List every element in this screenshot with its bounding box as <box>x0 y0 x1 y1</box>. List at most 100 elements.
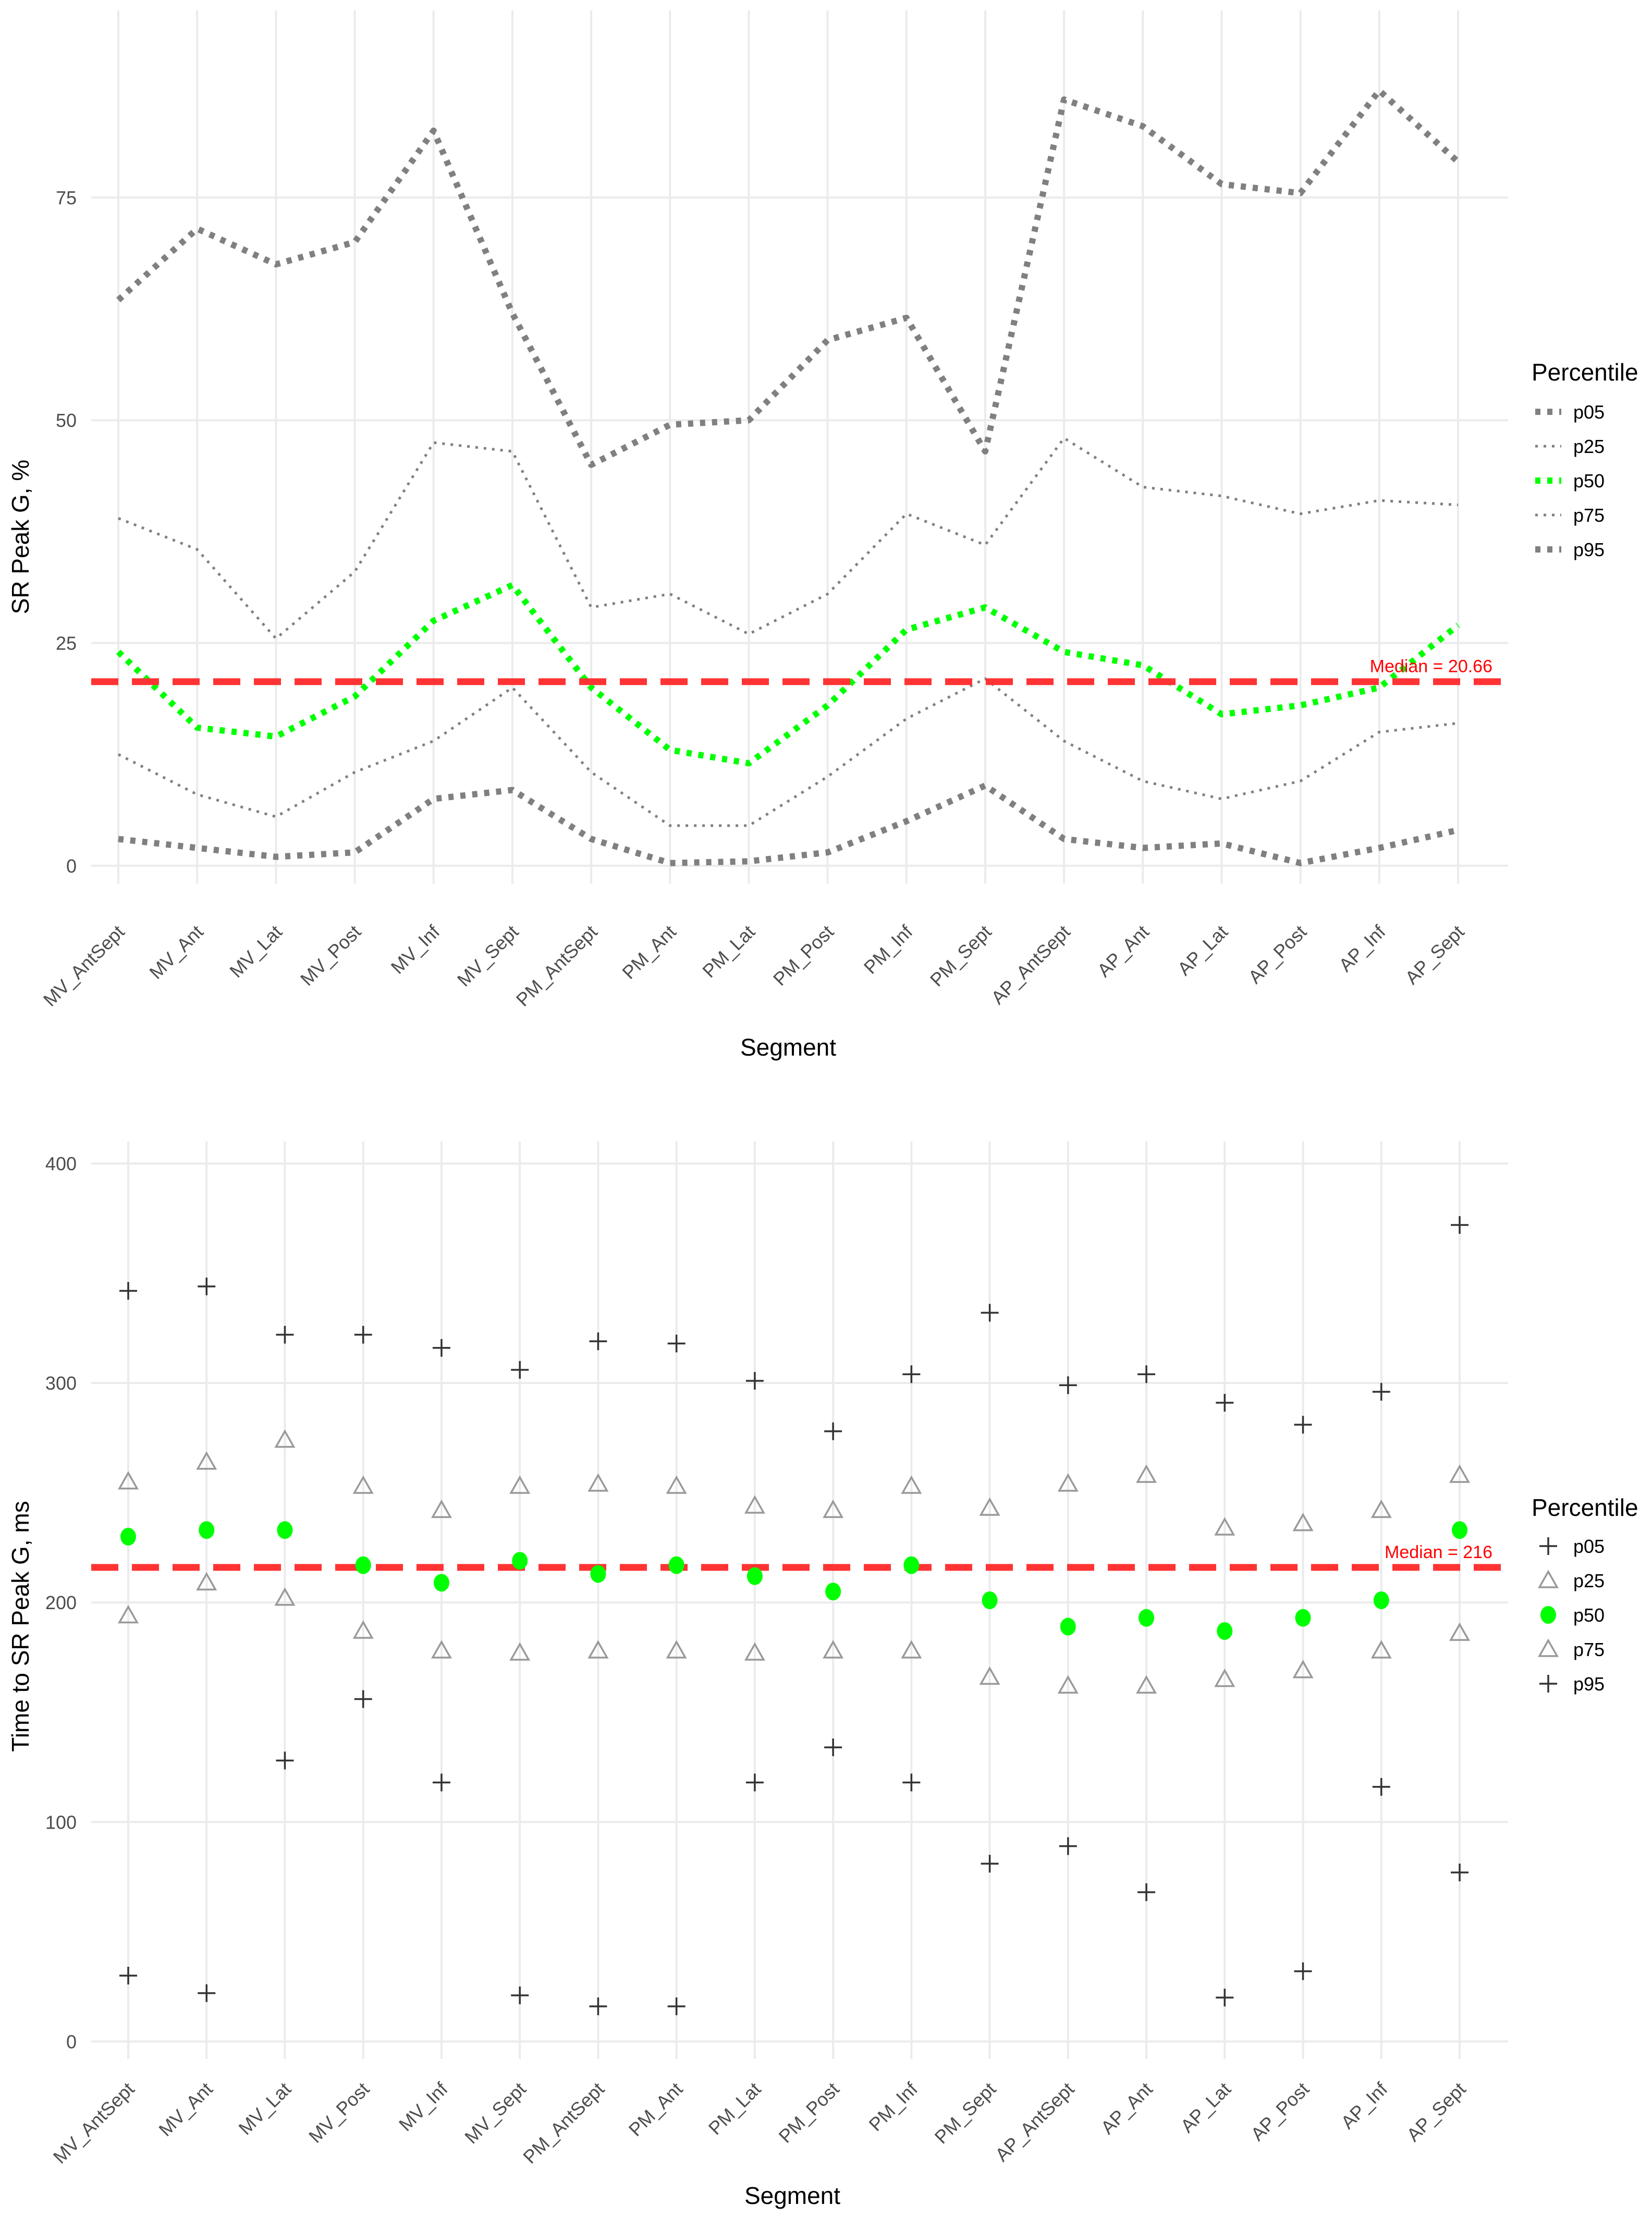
point-p75 <box>1136 1464 1157 1483</box>
point-p50 <box>355 1556 371 1574</box>
point-p05 <box>354 1690 372 1708</box>
legend-title: Percentile <box>1532 359 1638 386</box>
y-tick-label: 25 <box>56 633 77 654</box>
legend-label: p05 <box>1573 1536 1605 1557</box>
point-p50 <box>433 1574 449 1592</box>
legend: Percentile p05 p25 p50 p75 p95 <box>1532 359 1638 560</box>
point-p75 <box>431 1499 452 1518</box>
point-p50 <box>1217 1622 1233 1640</box>
x-axis-title: Segment <box>744 2182 840 2209</box>
point-p25 <box>823 1640 844 1659</box>
legend-label: p50 <box>1573 470 1605 492</box>
point-p25 <box>979 1666 1000 1685</box>
legend-key-p50 <box>1540 1606 1556 1624</box>
point-p95 <box>511 1361 529 1379</box>
point-p50 <box>903 1556 920 1574</box>
point-p50 <box>120 1527 136 1546</box>
point-p05 <box>1372 1778 1390 1796</box>
y-tick-label: 0 <box>66 855 77 877</box>
point-p25 <box>1449 1622 1471 1641</box>
point-p50 <box>1060 1617 1076 1636</box>
point-p25 <box>509 1642 531 1661</box>
point-p50 <box>1452 1521 1467 1539</box>
point-p25 <box>196 1572 217 1591</box>
point-p25 <box>117 1604 139 1624</box>
point-p25 <box>901 1640 922 1659</box>
point-p95 <box>824 1422 842 1440</box>
point-p50 <box>277 1521 293 1539</box>
median-line: Median = 216 <box>91 1542 1508 1571</box>
legend-key-p05 <box>1539 1537 1557 1555</box>
point-p05 <box>1059 1837 1077 1855</box>
series-lines <box>116 87 1461 866</box>
point-p75 <box>823 1499 844 1518</box>
series-points <box>117 1216 1471 2015</box>
gridlines <box>91 1142 1508 2059</box>
series-line-p25 <box>117 677 1459 827</box>
legend-label: p25 <box>1573 436 1605 457</box>
median-label: Median = 216 <box>1385 1542 1492 1562</box>
point-p50 <box>982 1591 998 1609</box>
series-line-p75 <box>118 436 1459 640</box>
median-line: Median = 20.66 <box>91 657 1508 685</box>
point-p50 <box>512 1552 528 1570</box>
y-tick-label: 200 <box>45 1592 77 1613</box>
point-p95 <box>745 1371 764 1390</box>
legend-label: p05 <box>1573 401 1605 423</box>
legend-label: p75 <box>1573 505 1605 526</box>
y-axis-title: Time to SR Peak G, ms <box>7 1501 34 1751</box>
legend-key-p95 <box>1539 1675 1557 1693</box>
point-p05 <box>119 1967 137 1984</box>
point-p50 <box>825 1583 841 1601</box>
point-p50 <box>199 1521 215 1539</box>
point-p50 <box>590 1565 606 1583</box>
legend-title: Percentile <box>1532 1494 1638 1521</box>
legend-label: p50 <box>1573 1604 1605 1626</box>
point-p05 <box>1216 1989 1234 2007</box>
point-p75 <box>117 1471 139 1490</box>
point-p05 <box>981 1855 999 1873</box>
point-p25 <box>588 1640 609 1659</box>
point-p25 <box>744 1642 765 1661</box>
point-p25 <box>1136 1675 1157 1694</box>
point-p50 <box>747 1567 763 1585</box>
point-p75 <box>1214 1517 1235 1536</box>
point-p75 <box>588 1473 609 1492</box>
point-p05 <box>745 1773 764 1792</box>
point-p75 <box>509 1475 531 1494</box>
legend-items: p05 p25 p50 p75 p95 <box>1537 1536 1605 1695</box>
point-p75 <box>1370 1499 1392 1518</box>
legend-label: p75 <box>1573 1639 1605 1660</box>
point-p75 <box>196 1451 217 1470</box>
point-p05 <box>902 1773 921 1792</box>
point-p05 <box>198 1984 216 2002</box>
legend-label: p95 <box>1573 1673 1605 1695</box>
point-p75 <box>274 1429 296 1448</box>
point-p50 <box>1373 1591 1389 1609</box>
y-tick-label: 75 <box>56 187 77 209</box>
point-p75 <box>979 1497 1000 1516</box>
point-p50 <box>1295 1609 1311 1627</box>
x-axis-title: Segment <box>740 1034 836 1061</box>
point-p95 <box>1216 1394 1234 1412</box>
y-tick-label: 100 <box>45 1811 77 1833</box>
point-p05 <box>511 1986 529 2004</box>
legend: Percentile p05 p25 p50 p75 p95 <box>1532 1494 1638 1695</box>
point-p95 <box>1294 1416 1312 1434</box>
point-p75 <box>744 1495 765 1514</box>
point-p50 <box>1139 1609 1155 1627</box>
point-p95 <box>1059 1376 1077 1394</box>
legend-label: p95 <box>1573 539 1605 560</box>
point-p75 <box>666 1475 687 1494</box>
point-p75 <box>1449 1464 1471 1483</box>
y-tick-labels: 0 25 50 75 <box>56 187 77 877</box>
point-p95 <box>1137 1365 1156 1383</box>
point-p95 <box>354 1326 372 1344</box>
point-p95 <box>198 1277 216 1295</box>
point-p25 <box>666 1640 687 1659</box>
point-p05 <box>1451 1864 1469 1882</box>
point-p75 <box>352 1475 374 1494</box>
point-p95 <box>119 1282 137 1300</box>
point-p75 <box>1292 1513 1314 1531</box>
